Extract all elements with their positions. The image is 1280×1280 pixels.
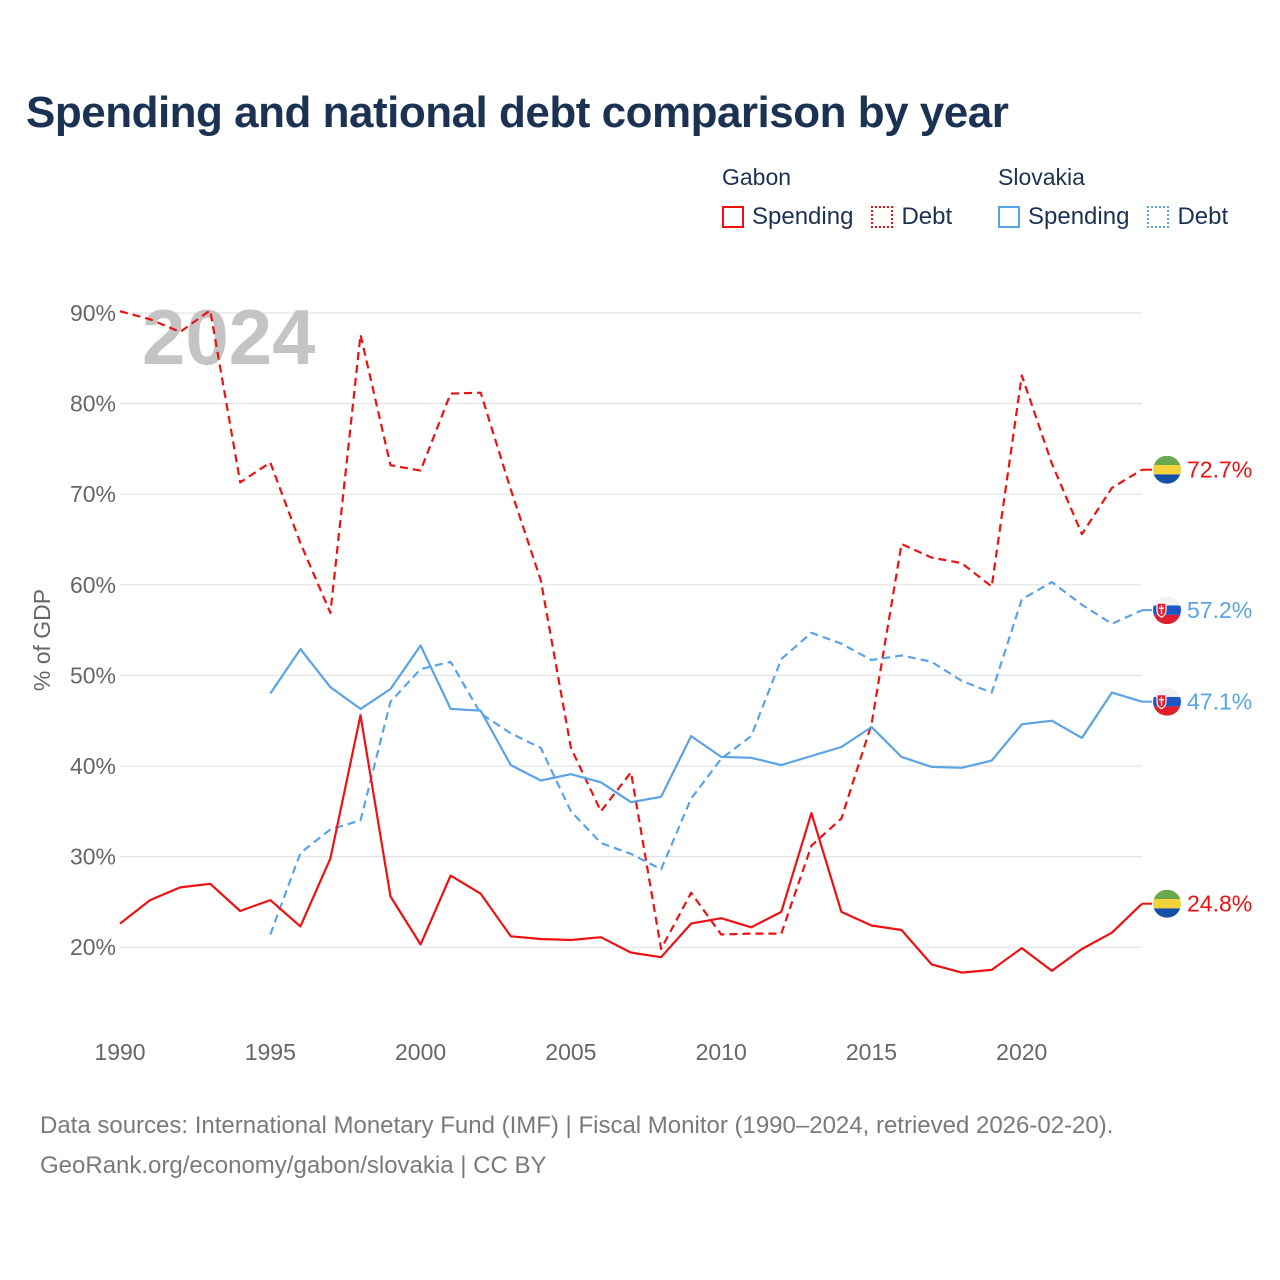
y-tick-label: 70% xyxy=(70,481,116,507)
legend-country-slovakia: Slovakia xyxy=(998,164,1085,190)
legend-label: Spending xyxy=(752,203,854,230)
legend-gabon-debt[interactable]: Debt xyxy=(871,203,952,231)
chart-plot: 2024 20% 30% 40% 50% 60% 70% 80% 90% 1990 1995 200… xyxy=(29,293,1252,1065)
legend-swatch-solid-icon xyxy=(722,206,744,228)
legend-slovakia-debt[interactable]: Debt xyxy=(1147,203,1228,231)
legend-gabon: Gabon Spending Debt xyxy=(722,164,970,231)
y-tick-label: 80% xyxy=(70,391,116,417)
x-tick-label: 2015 xyxy=(846,1039,897,1065)
x-tick-label: 1990 xyxy=(94,1039,145,1065)
series-line-gabon-spending[interactable] xyxy=(119,714,1143,974)
legend-label: Debt xyxy=(1177,203,1229,230)
slovakia-flag-icon xyxy=(1153,687,1181,716)
footer: Data sources: International Monetary Fun… xyxy=(40,1106,1113,1186)
credit-link[interactable]: GeoRank.org/economy/gabon/slovakia | CC … xyxy=(40,1152,547,1179)
y-tick-label: 30% xyxy=(70,844,116,870)
legend-swatch-solid-icon xyxy=(998,206,1020,228)
series-line-slovakia-debt[interactable] xyxy=(269,580,1143,935)
legend-swatch-dashed-icon xyxy=(871,206,894,228)
gabon-flag-icon xyxy=(1153,889,1181,918)
y-tick-label: 20% xyxy=(70,934,116,960)
legend-label: Debt xyxy=(901,203,953,230)
legend-gabon-spending[interactable]: Spending xyxy=(722,203,853,231)
x-tick-label: 2020 xyxy=(996,1039,1047,1065)
x-tick-label: 2005 xyxy=(545,1039,596,1065)
legend-slovakia-spending[interactable]: Spending xyxy=(998,203,1129,231)
series-line-gabon-debt[interactable] xyxy=(119,309,1143,951)
data-sources: Data sources: International Monetary Fun… xyxy=(40,1112,1114,1139)
legend-swatch-dashed-icon xyxy=(1147,206,1170,228)
legend-slovakia: Slovakia Spending Debt xyxy=(998,164,1246,231)
x-tick-label: 2000 xyxy=(395,1039,446,1065)
y-tick-label: 90% xyxy=(70,300,116,326)
y-tick-label: 60% xyxy=(70,572,116,598)
year-watermark: 2024 xyxy=(142,293,316,381)
legend-label: Spending xyxy=(1028,203,1130,230)
gabon-flag-icon xyxy=(1153,455,1181,484)
slovakia-flag-icon xyxy=(1153,596,1181,625)
x-tick-label: 2010 xyxy=(696,1039,747,1065)
legend-country-gabon: Gabon xyxy=(722,164,792,190)
end-value-label: 47.1% xyxy=(1187,689,1252,715)
y-axis-label: % of GDP xyxy=(29,589,55,691)
y-tick-label: 50% xyxy=(70,662,116,688)
end-value-label: 72.7% xyxy=(1187,457,1252,483)
end-value-label: 57.2% xyxy=(1187,597,1252,623)
y-tick-label: 40% xyxy=(70,753,116,779)
series-line-slovakia-spending[interactable] xyxy=(269,644,1143,804)
end-value-label: 24.8% xyxy=(1187,891,1252,917)
x-tick-label: 1995 xyxy=(245,1039,296,1065)
chart-title: Spending and national debt comparison by… xyxy=(26,88,1009,137)
